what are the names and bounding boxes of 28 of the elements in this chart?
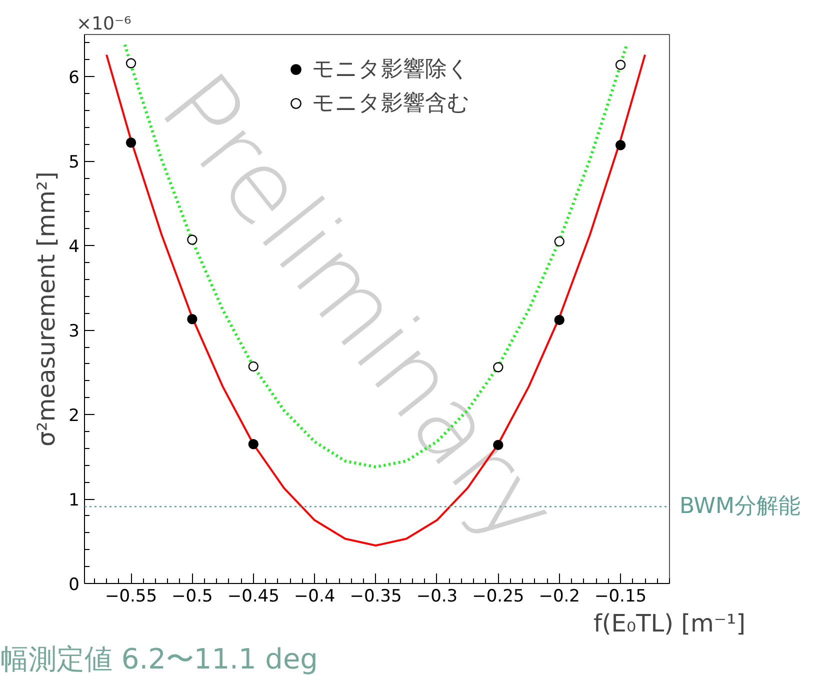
y-tick-label: 4 — [68, 237, 80, 258]
x-tick-label: −0.55 — [104, 586, 158, 606]
y-tick-label: 2 — [68, 406, 80, 426]
annotation: ×10⁻⁶ — [76, 14, 132, 34]
x-tick-label: −0.25 — [472, 586, 524, 606]
y-tick-label: 3 — [68, 322, 80, 342]
x-tick-label: −0.35 — [350, 586, 402, 606]
text: 幅測定値 6.2〜11.1 deg — [0, 642, 318, 675]
x-tick-label: −0.3 — [416, 586, 458, 606]
x-tick-label: −0.15 — [594, 586, 647, 606]
point — [615, 60, 626, 70]
y-axis-title: σ²measurement [mm²] — [32, 171, 61, 446]
x-axis-title: f(E₀TL) [m⁻¹] — [593, 610, 746, 638]
x-tick-label: −0.5 — [172, 586, 213, 606]
point — [615, 140, 626, 150]
y-tick-label: 6 — [68, 68, 80, 88]
y-tick-label: 0 — [68, 575, 80, 595]
x-tick-label: −0.4 — [294, 586, 336, 606]
point — [126, 138, 136, 148]
ref-line-label: BWM分解能 — [680, 494, 801, 520]
x-tick-label: −0.2 — [538, 586, 580, 606]
point — [554, 314, 564, 326]
point — [554, 236, 564, 247]
x-tick-label: −0.45 — [227, 586, 280, 606]
line-series — [106, 54, 646, 546]
y-tick-label: 5 — [68, 152, 80, 173]
y-tick-label: 1 — [68, 490, 80, 511]
point — [126, 58, 136, 68]
